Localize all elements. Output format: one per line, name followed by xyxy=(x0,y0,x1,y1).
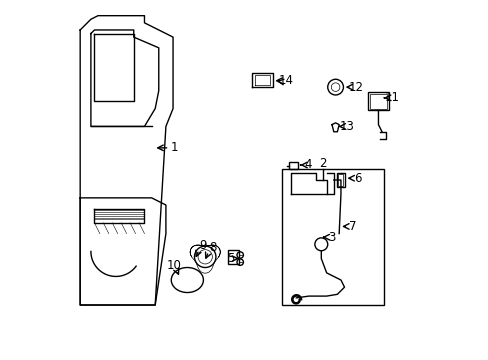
Text: 1: 1 xyxy=(171,141,178,154)
Text: 12: 12 xyxy=(348,81,363,94)
Bar xyxy=(288,162,298,169)
Text: 11: 11 xyxy=(384,91,398,104)
Bar xyxy=(369,94,386,109)
Bar xyxy=(282,169,383,305)
Bar xyxy=(228,249,239,264)
Text: 3: 3 xyxy=(327,231,335,244)
Text: 7: 7 xyxy=(348,220,356,233)
Text: 5: 5 xyxy=(227,252,235,265)
Bar xyxy=(367,93,388,111)
Text: 8: 8 xyxy=(209,241,216,255)
Text: 14: 14 xyxy=(279,74,294,87)
Bar xyxy=(337,173,344,187)
Text: 6: 6 xyxy=(354,172,361,185)
Text: 4: 4 xyxy=(304,158,311,171)
Text: 9: 9 xyxy=(199,239,207,252)
Text: 13: 13 xyxy=(339,120,354,133)
Bar xyxy=(338,174,343,186)
Text: 2: 2 xyxy=(319,157,326,170)
Text: 10: 10 xyxy=(166,258,181,271)
